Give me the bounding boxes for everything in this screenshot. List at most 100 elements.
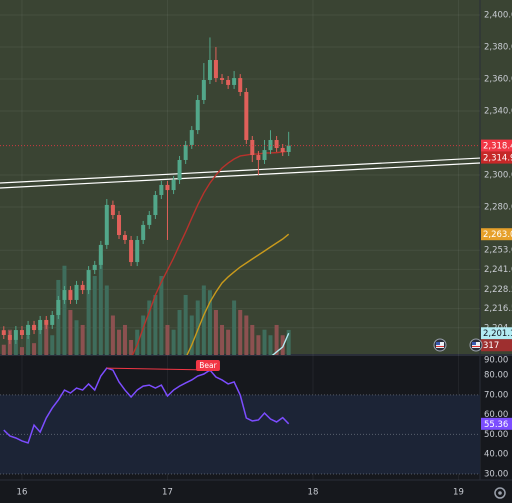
volume-bar [32, 343, 37, 355]
trend-line [0, 157, 480, 184]
candle-body [92, 264, 97, 271]
candle-body [165, 184, 170, 191]
candle-body [86, 270, 91, 291]
volume-bar [110, 315, 115, 355]
price-tag [481, 151, 512, 164]
y-tick-label: 2,241.0 [484, 265, 512, 275]
y-tick-label: 2,360.0 [484, 75, 512, 85]
candle-body [56, 299, 61, 316]
volume-bar [189, 315, 194, 355]
candle-body [62, 290, 67, 300]
volume-bar [244, 315, 249, 355]
volume-bar [195, 300, 200, 355]
volume-bar [98, 255, 103, 355]
moving-average [186, 233, 290, 355]
settings-icon[interactable] [494, 487, 506, 499]
volume-bar [177, 309, 182, 355]
value-tag-label: 55.36 [484, 420, 508, 430]
volume-bar [122, 324, 127, 355]
y-tick-label: 2,253.0 [484, 246, 512, 256]
candle-body [268, 139, 273, 151]
candle-body [135, 239, 140, 263]
y-tick-label: 70.00 [484, 390, 508, 400]
volume-bar [50, 335, 55, 355]
volume-bar [117, 329, 122, 355]
candle-body [50, 315, 55, 325]
volume-bar [92, 276, 97, 355]
candle-body [13, 330, 18, 340]
candle-body [110, 204, 115, 216]
rsi-plot [0, 367, 480, 475]
candle-body [98, 244, 103, 265]
candle-body [38, 319, 43, 331]
volume-bar [232, 300, 237, 355]
candle-body [19, 330, 24, 336]
volume-bar [213, 309, 218, 355]
price-tag-label: 317 [483, 341, 499, 351]
candle-body [286, 145, 291, 152]
volume-bar [147, 300, 152, 355]
candle-body [201, 79, 206, 100]
volume-bar [201, 285, 206, 355]
volume-bar [280, 335, 285, 355]
price-tag-label: 2,314.9 [483, 154, 512, 164]
volume-bar [141, 315, 146, 355]
price-pane [0, 0, 512, 355]
candle-body [26, 324, 31, 336]
candle-body [207, 59, 212, 80]
candle-body [68, 290, 73, 300]
candle-body [195, 99, 200, 131]
rsi-band [0, 394, 480, 475]
volume-bar [135, 329, 140, 355]
candle-body [153, 195, 158, 216]
volume-bar [74, 320, 79, 355]
flag-icon [469, 338, 483, 352]
candle-body [80, 284, 85, 291]
divergence-label: Bear [199, 361, 217, 370]
x-tick-label: 16 [17, 488, 28, 498]
candle-body [226, 79, 231, 85]
candle-body [280, 147, 285, 152]
x-tick-label: 17 [162, 488, 173, 498]
candle-body [171, 179, 176, 191]
candle-body [250, 139, 255, 156]
candle-body [122, 235, 127, 240]
price-tag-label: 2,318.4 [483, 142, 512, 152]
y-tick-label: 90.00 [484, 356, 508, 366]
price-tag [481, 228, 512, 241]
x-tick-label: 19 [453, 488, 464, 498]
volume-bar [274, 324, 279, 355]
y-tick-label: 2,216.5 [484, 304, 512, 314]
moving-average [271, 332, 290, 355]
moving-average [131, 150, 289, 355]
y-tick-label: 2,300.0 [484, 171, 512, 181]
candle-body [74, 284, 79, 300]
candle-body [44, 319, 49, 325]
volume-bar [26, 335, 31, 355]
trend-line [0, 162, 480, 189]
flag-icon [433, 338, 447, 352]
candle-body [147, 215, 152, 225]
volume-bar [256, 335, 261, 355]
candle-body [7, 335, 12, 340]
volume-bar [62, 265, 67, 355]
volume-bar [207, 290, 212, 355]
candle-body [213, 59, 218, 79]
candle-body [256, 155, 261, 160]
price-tag-label: 2,201.1 [483, 329, 512, 339]
y-tick-label: 2,380.0 [484, 43, 512, 53]
volume-bar [129, 339, 134, 355]
volume-bar [183, 294, 188, 355]
y-tick-label: 50.00 [484, 430, 508, 440]
volume-bar [165, 324, 170, 355]
candle-body [32, 324, 37, 331]
price-tag-label: 2,263.0 [483, 230, 512, 240]
volume-bar [238, 309, 243, 355]
volume-bar [1, 344, 6, 355]
volume-bar [80, 324, 85, 355]
candle-body [129, 239, 134, 263]
volume-bar [268, 335, 273, 355]
divergence-badge [195, 360, 220, 372]
